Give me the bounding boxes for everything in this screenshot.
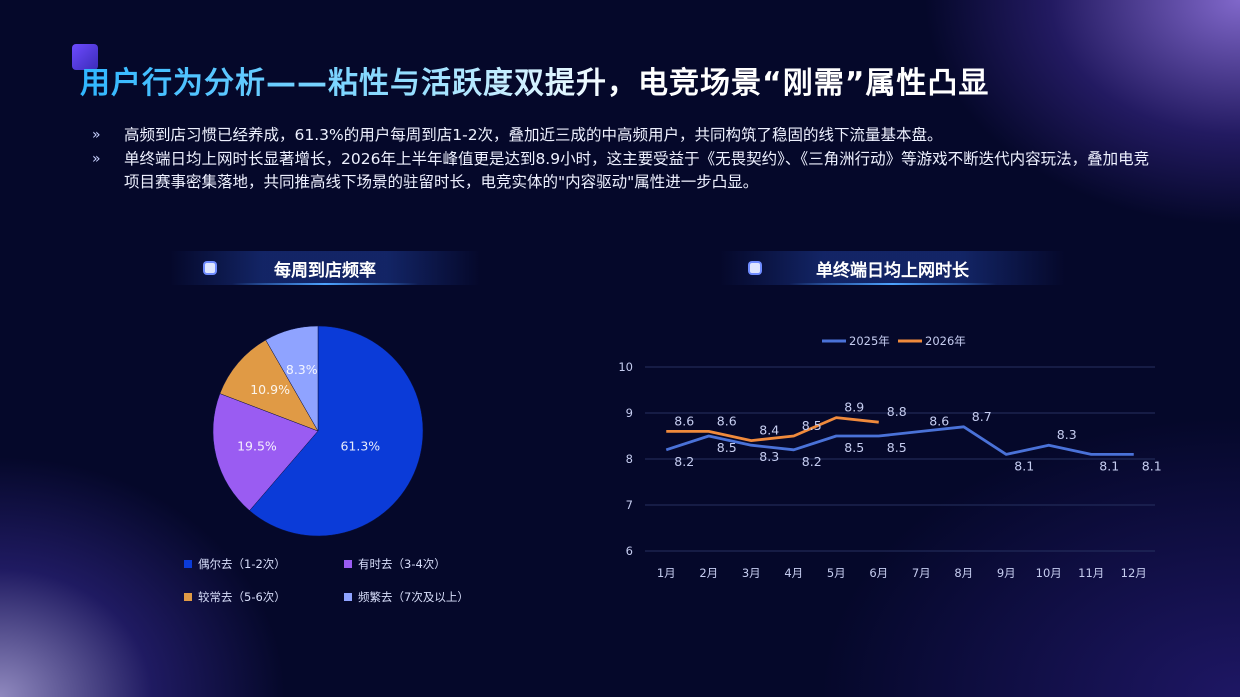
- x-tick-label: 11月: [1078, 566, 1104, 580]
- y-tick-label: 7: [626, 498, 633, 512]
- data-label: 8.1: [1014, 458, 1034, 473]
- x-tick-label: 10月: [1036, 566, 1062, 580]
- pie-slice-label: 19.5%: [237, 438, 277, 453]
- y-tick-label: 8: [626, 452, 633, 466]
- pie-slice: [212, 393, 319, 511]
- pie-slice-label: 10.9%: [250, 382, 290, 397]
- legend-label: 2025年: [849, 334, 890, 348]
- title-decoration: [72, 44, 98, 70]
- pie-legend-item: 较常去（5-6次）: [184, 589, 286, 605]
- data-label: 8.8: [887, 404, 907, 419]
- pie-legend-item: 频繁去（7次及以上）: [344, 589, 469, 605]
- legend-swatch: [344, 560, 352, 568]
- data-label: 8.1: [1099, 458, 1119, 473]
- bullet-list: » 高频到店习惯已经养成，61.3%的用户每周到店1-2次，叠加近三成的中高频用…: [92, 124, 1162, 195]
- legend-swatch: [344, 593, 352, 601]
- data-label: 8.4: [759, 423, 779, 438]
- data-label: 8.3: [1057, 427, 1077, 442]
- data-label: 8.3: [759, 449, 779, 464]
- x-tick-label: 6月: [869, 566, 888, 580]
- series-line: [665, 425, 1134, 456]
- legend-label: 偶尔去（1-2次）: [198, 557, 286, 571]
- pie-panel-title: 每周到店频率: [274, 260, 376, 281]
- line-panel-title: 单终端日均上网时长: [816, 260, 969, 281]
- data-label: 8.2: [674, 454, 694, 469]
- series-line: [666, 416, 879, 443]
- pie-slice: [249, 325, 424, 537]
- bullet-text: 高频到店习惯已经养成，61.3%的用户每周到店1-2次，叠加近三成的中高频用户，…: [124, 126, 943, 144]
- data-label: 8.2: [802, 454, 822, 469]
- x-tick-label: 5月: [827, 566, 846, 580]
- bullet-text: 单终端日均上网时长显著增长，2026年上半年峰值更是达到8.9小时，这主要受益于…: [124, 150, 1150, 191]
- data-label: 8.5: [802, 418, 822, 433]
- data-label: 8.6: [929, 413, 949, 428]
- data-label: 8.5: [887, 440, 907, 455]
- legend-swatch: [184, 593, 192, 601]
- data-label: 8.5: [844, 440, 864, 455]
- bullet-marker-icon: »: [92, 127, 101, 143]
- y-tick-label: 6: [626, 544, 633, 558]
- pie-slice-label: 61.3%: [340, 439, 380, 454]
- line-panel-header: 单终端日均上网时长: [720, 251, 1065, 285]
- legend-label: 2026年: [925, 334, 966, 348]
- pie-legend-item: 有时去（3-4次）: [344, 556, 446, 572]
- x-tick-label: 9月: [997, 566, 1016, 580]
- x-tick-label: 1月: [657, 566, 676, 580]
- y-tick-label: 10: [618, 360, 633, 374]
- square-icon: [750, 263, 760, 273]
- square-icon: [205, 263, 215, 273]
- x-tick-label: 4月: [784, 566, 803, 580]
- legend-label: 有时去（3-4次）: [358, 557, 446, 571]
- legend-swatch: [184, 560, 192, 568]
- data-label: 8.6: [674, 413, 694, 428]
- y-tick-label: 9: [626, 406, 633, 420]
- x-tick-label: 2月: [699, 566, 718, 580]
- legend-label: 较常去（5-6次）: [198, 590, 286, 604]
- legend-label: 频繁去（7次及以上）: [358, 590, 469, 604]
- data-label: 8.7: [972, 409, 992, 424]
- pie-legend-item: 偶尔去（1-2次）: [184, 556, 286, 572]
- page-title: 用户行为分析——粘性与活跃度双提升，电竞场景“刚需”属性凸显: [80, 58, 989, 102]
- pie-slice: [219, 339, 319, 432]
- x-tick-label: 8月: [954, 566, 973, 580]
- x-tick-label: 7月: [912, 566, 931, 580]
- bullet-item: » 高频到店习惯已经养成，61.3%的用户每周到店1-2次，叠加近三成的中高频用…: [92, 124, 1162, 147]
- data-label: 8.6: [717, 413, 737, 428]
- data-label: 8.9: [844, 400, 864, 415]
- data-label: 8.5: [717, 440, 737, 455]
- pie-panel-header: 每周到店频率: [170, 251, 480, 285]
- x-tick-label: 12月: [1121, 566, 1147, 580]
- bullet-item: » 单终端日均上网时长显著增长，2026年上半年峰值更是达到8.9小时，这主要受…: [92, 148, 1162, 194]
- pie-slice: [265, 325, 319, 432]
- bullet-marker-icon: »: [92, 151, 101, 167]
- x-tick-label: 3月: [742, 566, 761, 580]
- data-label: 8.1: [1142, 458, 1162, 473]
- pie-slice-label: 8.3%: [286, 362, 318, 377]
